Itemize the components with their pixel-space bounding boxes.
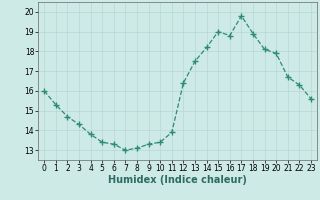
X-axis label: Humidex (Indice chaleur): Humidex (Indice chaleur) [108,175,247,185]
